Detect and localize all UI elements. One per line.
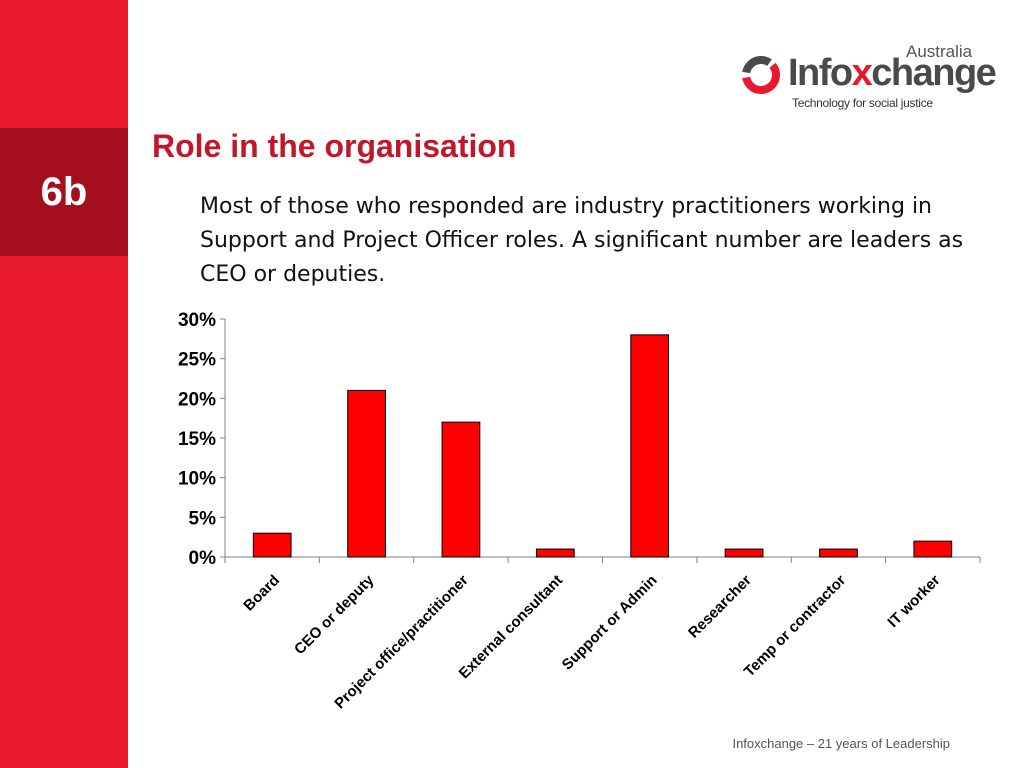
x-category-label: Board (240, 572, 283, 615)
y-tick-label: 10% (178, 469, 216, 490)
logo-name-part1: Info (788, 52, 853, 94)
x-category-label: Support or Admin (559, 572, 661, 674)
bar (724, 548, 764, 558)
logo-name-part2: x (851, 52, 873, 94)
logo-tagline: Technology for social justice (792, 96, 933, 110)
bar (252, 532, 292, 558)
y-tick-label: 15% (178, 429, 216, 450)
x-category-label: Temp or contractor (741, 572, 850, 681)
bar (347, 389, 386, 558)
logo-swirl-icon (742, 56, 780, 95)
y-tick-label: 30% (178, 310, 216, 331)
x-category-label: IT worker (884, 572, 943, 631)
infoxchange-logo: Australia Infoxchange Technology for soc… (738, 42, 997, 114)
bar (441, 421, 481, 558)
y-tick-label: 0% (189, 548, 217, 569)
slide-title: Role in the organisation (152, 128, 517, 164)
x-category-label: Researcher (685, 572, 755, 642)
section-number-badge: 6b (0, 128, 128, 256)
bar (913, 540, 953, 558)
bar (630, 334, 670, 558)
y-tick-label: 20% (178, 389, 216, 410)
footer-text: Infoxchange – 21 years of Leadership (732, 736, 950, 751)
bar (535, 548, 575, 558)
logo-wordmark: Infoxchange (788, 52, 997, 95)
y-tick-label: 5% (189, 508, 217, 529)
x-category-label: External consultant (456, 572, 566, 682)
y-tick-label: 25% (178, 350, 216, 371)
slide-subtitle: Most of those who responded are industry… (200, 194, 964, 287)
logo-name-part3: change (871, 52, 997, 94)
bar (819, 548, 858, 558)
logo-country: Australia (906, 42, 973, 61)
x-category-label: CEO or deputy (291, 571, 378, 658)
